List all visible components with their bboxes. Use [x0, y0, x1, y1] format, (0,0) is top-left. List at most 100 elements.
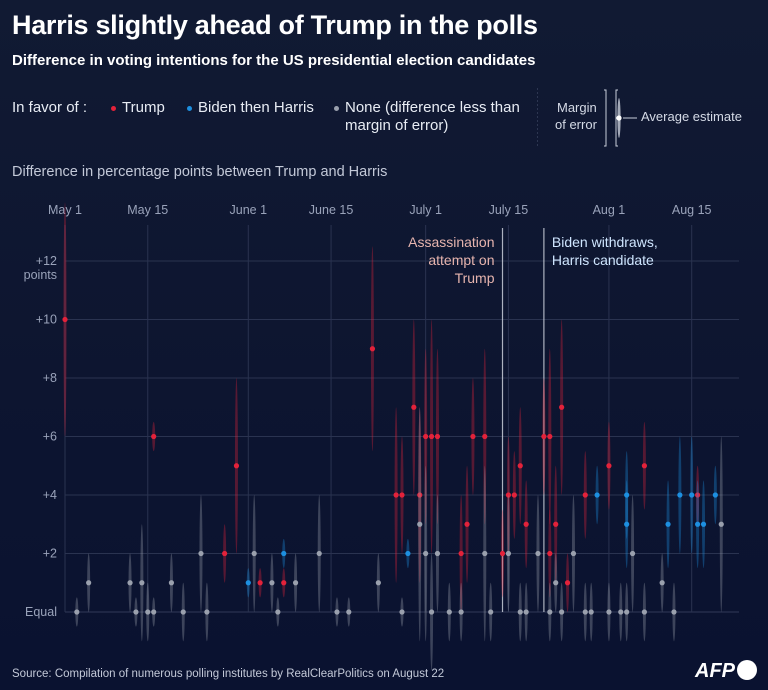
poll-point	[594, 492, 600, 498]
y-tick-label: Equal	[25, 605, 57, 619]
poll-point	[428, 609, 435, 615]
legend-trump-label: Trump	[122, 99, 165, 116]
poll-point	[482, 550, 488, 557]
legend-none-dot	[334, 106, 339, 111]
poll-point	[570, 550, 577, 557]
poll-point	[245, 580, 251, 586]
x-tick-label: Aug 15	[672, 203, 712, 217]
poll-point	[582, 609, 588, 615]
poll-point	[511, 492, 517, 498]
poll-point	[559, 404, 565, 410]
x-tick-label: July 15	[489, 203, 529, 217]
poll-point	[139, 580, 145, 586]
poll-point	[606, 609, 612, 615]
y-tick-label: +8	[43, 371, 57, 385]
source-note: Source: Compilation of numerous polling …	[12, 668, 445, 680]
poll-point	[499, 550, 506, 557]
poll-point	[523, 609, 529, 615]
moe-label-2: of error	[555, 117, 597, 132]
x-tick-label: July 1	[409, 203, 442, 217]
moe-label-1: Margin	[557, 100, 597, 115]
poll-point	[624, 609, 630, 615]
poll-point	[399, 609, 405, 615]
poll-point	[198, 550, 204, 557]
x-tick-label: May 15	[127, 203, 168, 217]
poll-point	[458, 609, 464, 615]
poll-point	[547, 609, 553, 615]
poll-point	[133, 609, 139, 615]
chart-title: Harris slightly ahead of Trump in the po…	[12, 10, 538, 40]
poll-point	[417, 492, 423, 498]
poll-point	[411, 404, 417, 410]
poll-point	[275, 609, 281, 615]
poll-point	[222, 550, 228, 557]
x-tick-label: May 1	[48, 203, 82, 217]
poll-point	[700, 521, 707, 527]
poll-point	[292, 580, 299, 586]
poll-point	[399, 492, 405, 498]
poll-point	[86, 580, 92, 586]
chart-subtitle: Difference in voting intentions for the …	[12, 52, 536, 69]
poll-point	[180, 609, 186, 615]
poll-point	[62, 316, 68, 323]
poll-point	[695, 521, 701, 527]
x-tick-label: Aug 1	[593, 203, 626, 217]
y-unit-label: points	[24, 268, 57, 282]
event-annotation-line: Biden withdraws,	[552, 234, 658, 250]
poll-point	[588, 609, 594, 615]
poll-point	[269, 580, 275, 586]
poll-point	[582, 492, 588, 498]
poll-point	[624, 521, 630, 527]
poll-point	[559, 609, 565, 615]
poll-point	[624, 492, 630, 498]
poll-point	[417, 521, 423, 527]
poll-point	[127, 580, 133, 586]
poll-point	[553, 580, 559, 586]
legend-harris-dot	[187, 106, 192, 111]
poll-point	[641, 609, 648, 615]
event-annotation-line: Assassination	[408, 234, 494, 250]
poll-point	[695, 492, 701, 498]
event-annotation-line: Trump	[455, 270, 495, 286]
poll-point	[168, 580, 175, 586]
poll-point	[671, 609, 677, 615]
legend-trump-dot	[111, 106, 116, 111]
afp-logo: AFP	[695, 660, 735, 682]
poll-point	[145, 609, 151, 615]
poll-point	[641, 463, 648, 469]
poll-point	[553, 521, 559, 527]
legend-none-label-line2: margin of error)	[345, 117, 449, 134]
poll-point	[434, 550, 441, 557]
x-tick-label: June 1	[230, 203, 268, 217]
poll-point	[541, 433, 547, 440]
poll-point	[718, 521, 724, 527]
poll-point	[505, 550, 512, 557]
poll-point	[446, 609, 452, 615]
afp-logo-circle	[737, 660, 757, 680]
y-tick-label: +10	[36, 313, 57, 327]
poll-point	[423, 433, 429, 440]
poll-point	[505, 492, 512, 498]
poll-point	[618, 609, 624, 615]
poll-point	[233, 463, 240, 469]
legend-none-label: None (difference less than	[345, 99, 520, 116]
event-annotation-line: attempt on	[428, 252, 494, 268]
event-annotation-line: Harris candidate	[552, 252, 654, 268]
poll-point	[334, 609, 340, 615]
poll-point	[393, 492, 399, 498]
poll-point	[547, 433, 553, 440]
poll-point	[257, 580, 263, 586]
y-tick-label: +2	[43, 547, 57, 561]
poll-point	[629, 550, 636, 557]
poll-point	[434, 433, 441, 440]
poll-point	[689, 492, 695, 498]
poll-point	[375, 580, 381, 586]
poll-point	[470, 433, 476, 440]
poll-point	[535, 550, 541, 557]
poll-point	[281, 550, 287, 557]
moe-key-graphic	[537, 88, 637, 148]
poll-point	[488, 609, 494, 615]
poll-point	[564, 580, 571, 586]
poll-point	[428, 433, 435, 440]
poll-point	[665, 521, 671, 527]
